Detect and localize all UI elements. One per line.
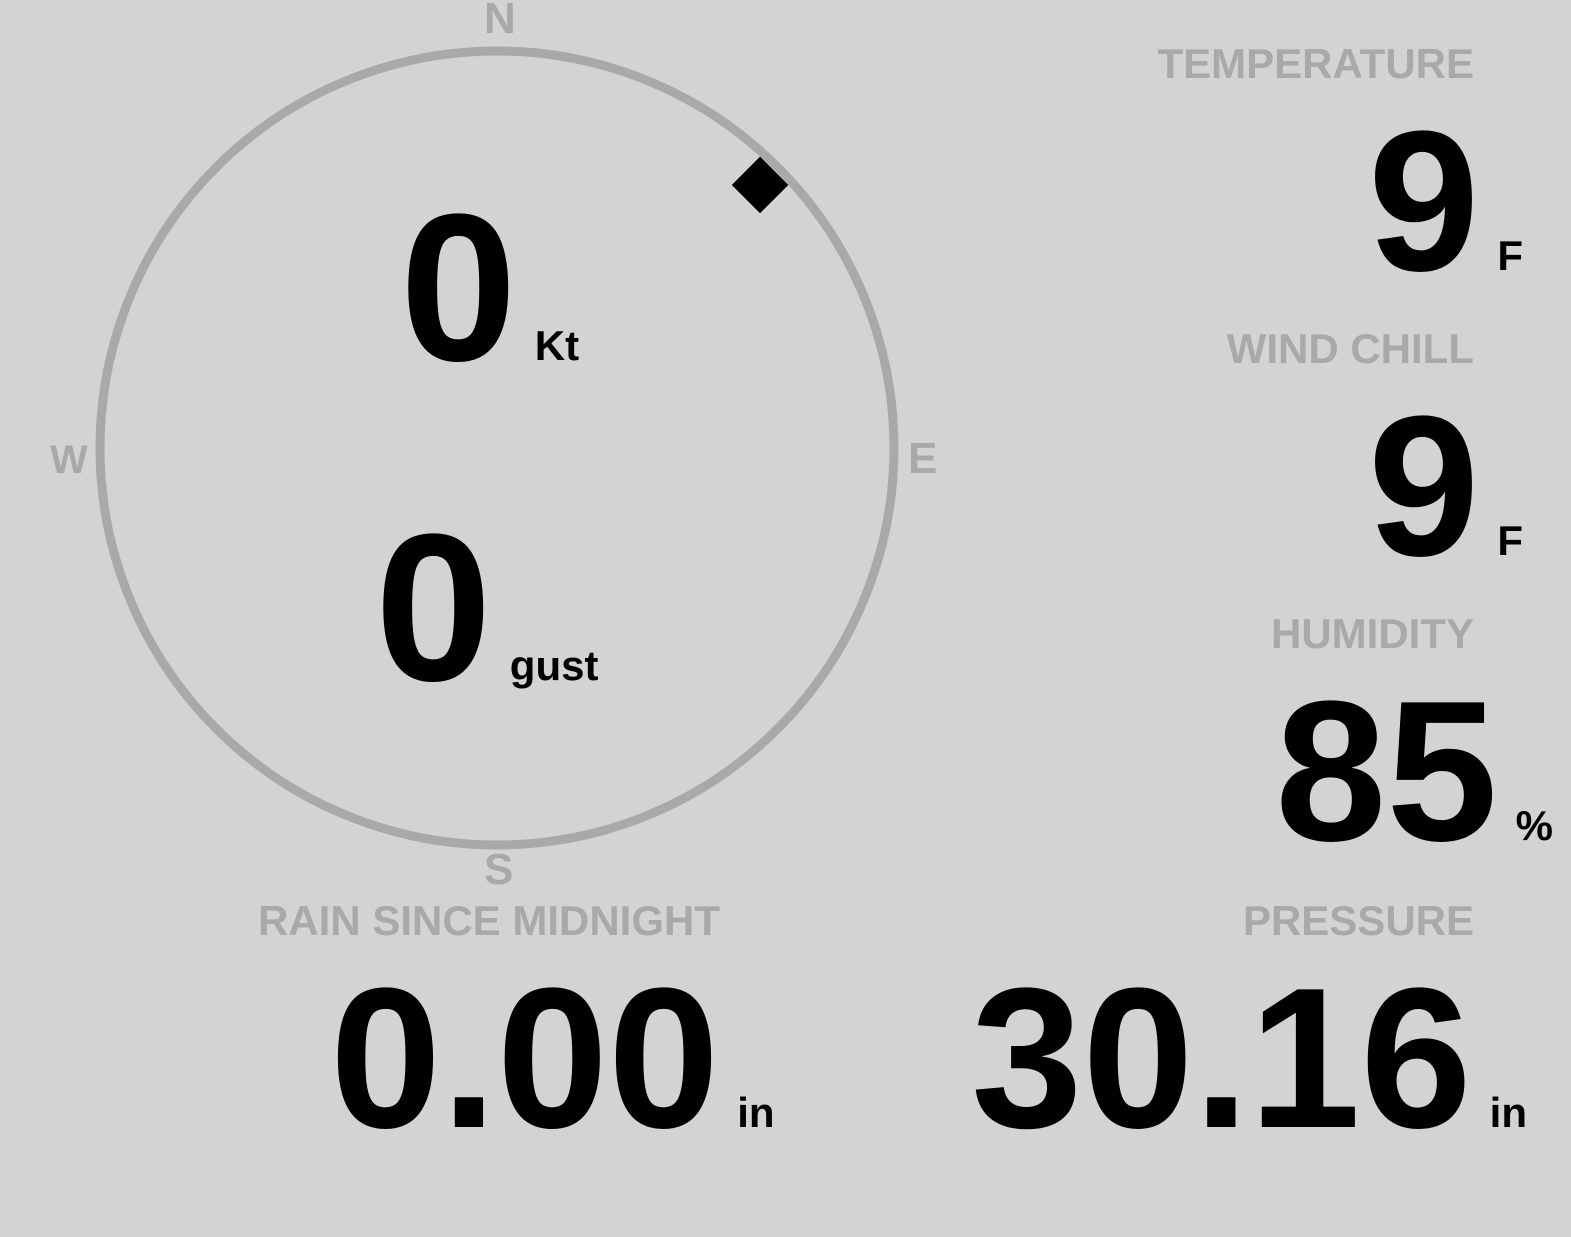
pressure-reading: 30.16 in [971, 947, 1527, 1171]
rain-reading: 0.00 in [330, 947, 775, 1171]
pressure-value: 30.16 [971, 947, 1472, 1170]
wind-gust: 0 gust [375, 490, 598, 725]
wind-chill-label: WIND CHILL [1226, 325, 1474, 372]
pressure-unit: in [1489, 1089, 1527, 1136]
wind-chill-unit: F [1497, 517, 1523, 564]
wind-speed-value: 0 [400, 170, 517, 405]
humidity-unit: % [1515, 802, 1553, 849]
wind-gust-value: 0 [375, 490, 492, 725]
humidity-reading: 85% [1275, 660, 1553, 884]
compass-east: E [908, 434, 938, 483]
wind-speed-unit: Kt [534, 322, 580, 369]
temperature-unit: F [1497, 232, 1523, 279]
rain-value: 0.00 [330, 947, 720, 1170]
temperature-value: 9 [1368, 90, 1480, 313]
compass-north: N [484, 0, 516, 43]
wind-compass [95, 46, 899, 850]
wind-gust-unit: gust [509, 642, 599, 689]
rain-label: RAIN SINCE MIDNIGHT [258, 897, 720, 944]
temperature-label: TEMPERATURE [1157, 40, 1474, 87]
humidity-value: 85 [1275, 660, 1498, 883]
compass-west: W [50, 438, 88, 482]
compass-south: S [484, 845, 514, 894]
pressure-label: PRESSURE [1242, 897, 1474, 944]
compass-ring [95, 46, 899, 850]
humidity-label: HUMIDITY [1271, 610, 1474, 657]
rain-unit: in [737, 1089, 775, 1136]
wind-chill-value: 9 [1368, 375, 1480, 598]
wind-speed: 0 Kt [400, 170, 579, 405]
